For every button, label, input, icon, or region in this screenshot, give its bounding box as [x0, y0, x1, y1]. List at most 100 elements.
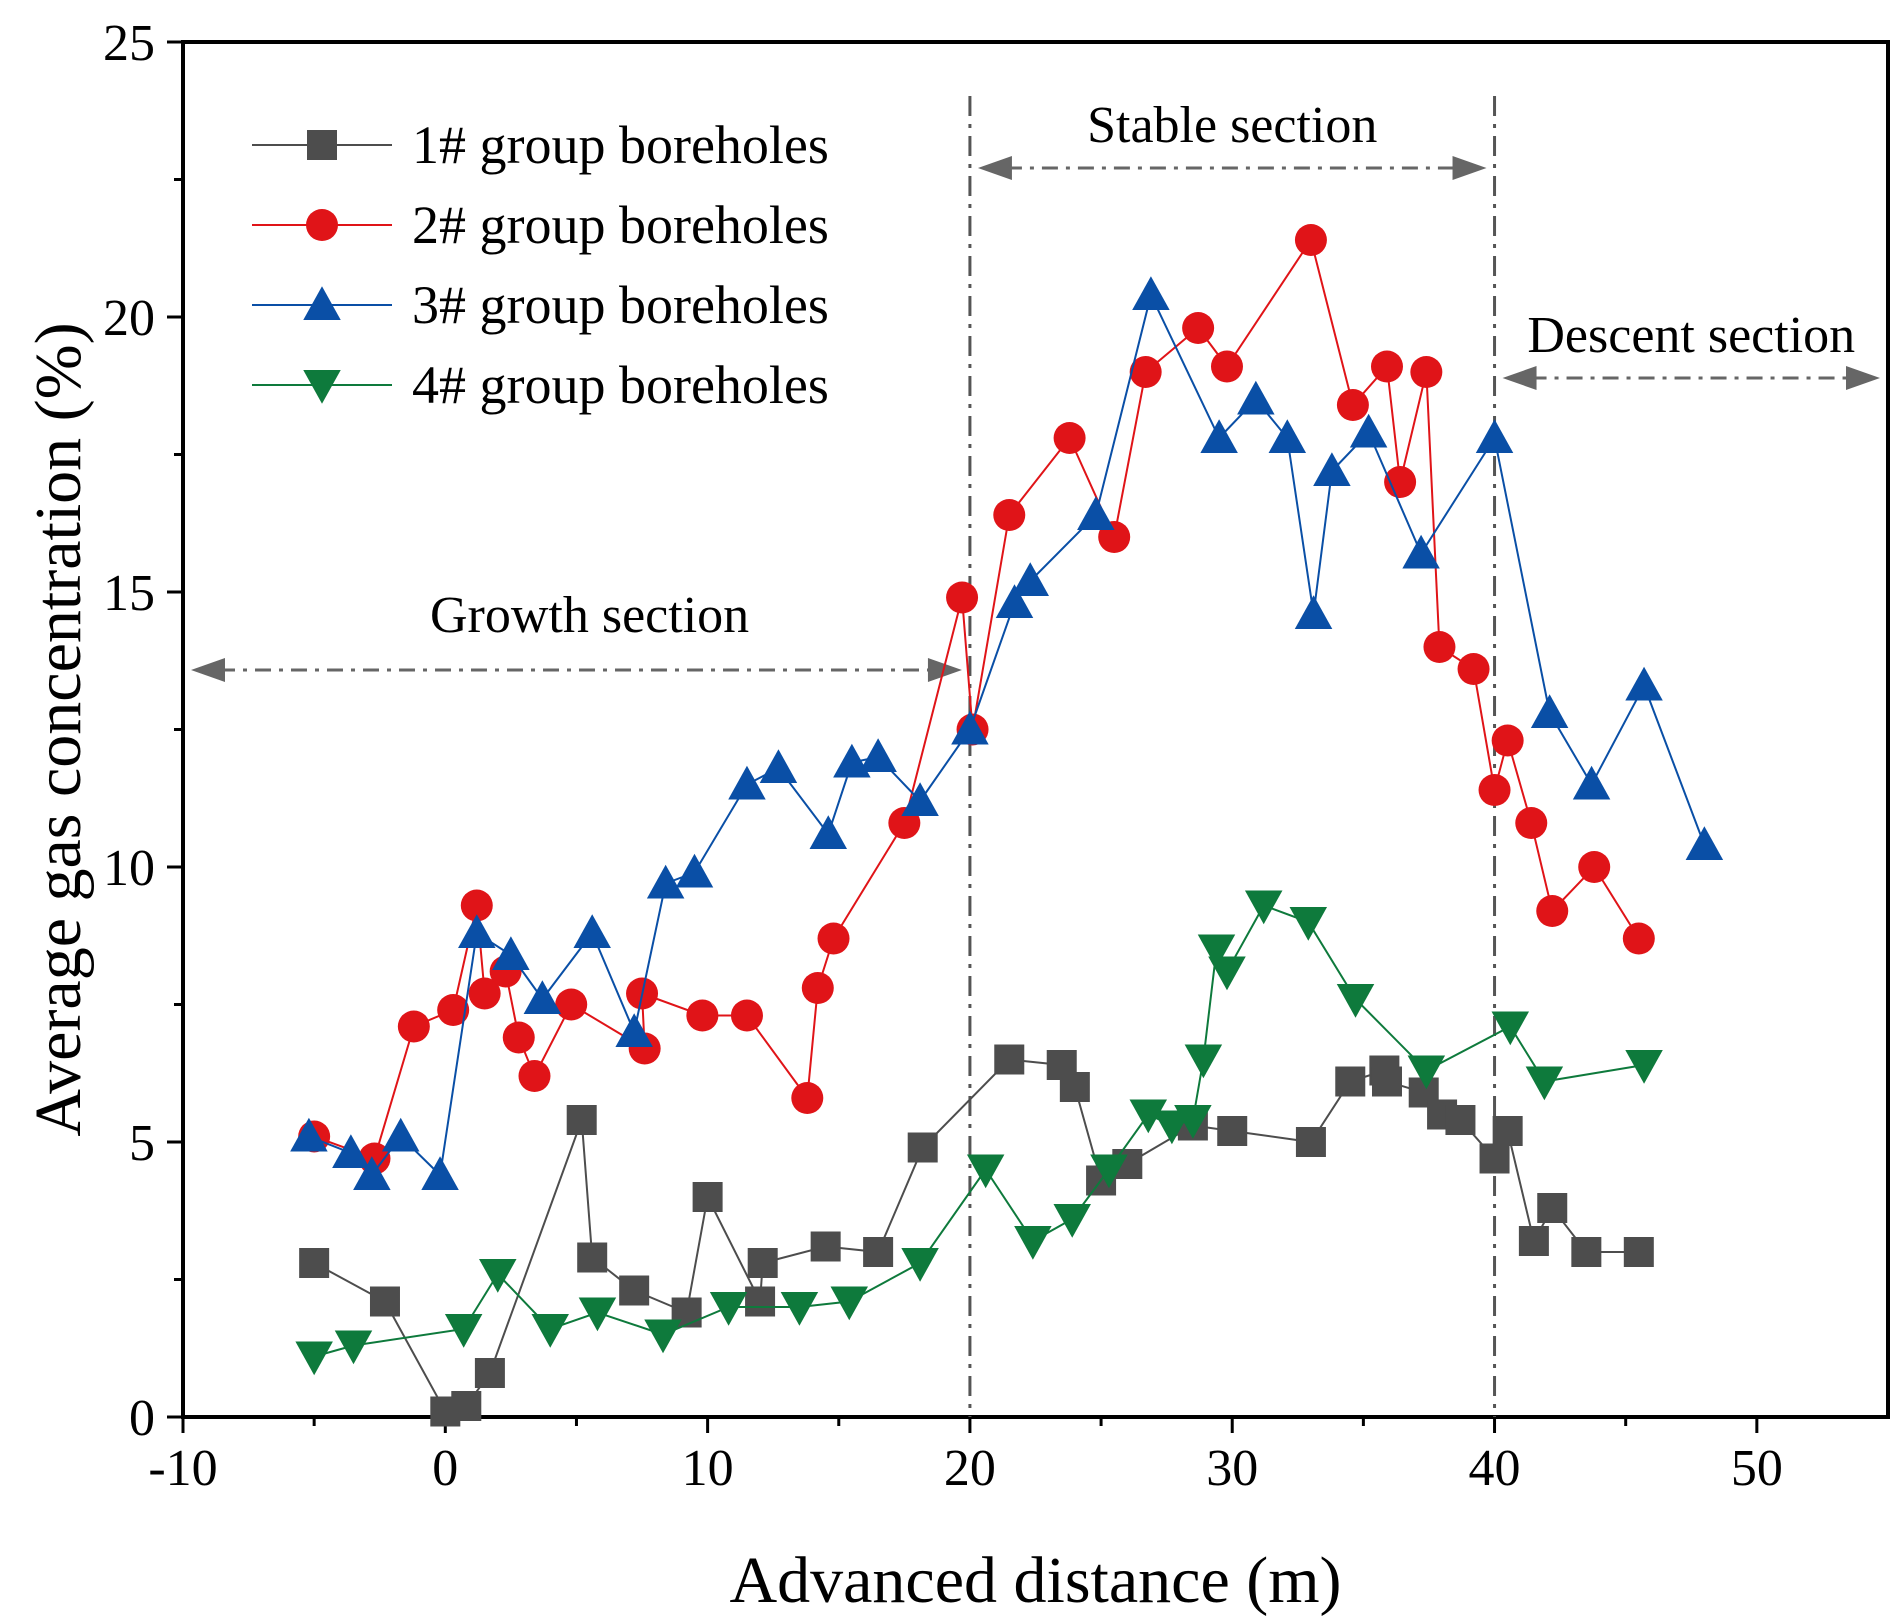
- data-point: [830, 1286, 869, 1321]
- data-point: [1410, 356, 1443, 388]
- data-point: [303, 370, 341, 404]
- data-point: [1518, 1226, 1549, 1256]
- y-tick-label: 20: [103, 290, 155, 347]
- data-point: [1530, 694, 1569, 728]
- data-point: [1295, 1127, 1326, 1157]
- data-point: [1294, 224, 1327, 256]
- data-point: [1053, 1204, 1091, 1238]
- data-point: [295, 1341, 333, 1376]
- x-tick-label: -10: [148, 1440, 217, 1497]
- section-arrow-left-head: [1502, 366, 1537, 390]
- data-point: [1197, 934, 1236, 969]
- data-point: [1336, 984, 1375, 1018]
- data-point: [951, 710, 989, 745]
- data-point: [299, 1248, 330, 1278]
- data-point: [1129, 1099, 1168, 1134]
- data-point: [468, 977, 501, 1010]
- legend-label: 2# group boreholes: [412, 195, 829, 255]
- data-point: [451, 1391, 482, 1421]
- section-arrow-left-head: [191, 658, 225, 682]
- data-point: [1184, 1044, 1223, 1079]
- data-point: [1053, 422, 1086, 454]
- data-point: [1182, 312, 1215, 344]
- data-point: [1402, 534, 1440, 569]
- data-point: [730, 999, 763, 1032]
- data-point: [1174, 1105, 1212, 1139]
- data-point: [994, 1044, 1025, 1075]
- data-point: [353, 1156, 391, 1190]
- data-point: [946, 581, 979, 614]
- legend-item: 3# group boreholes: [252, 275, 829, 335]
- data-point: [334, 1330, 373, 1365]
- data-point: [1014, 1226, 1052, 1260]
- y-tick-label: 15: [103, 565, 155, 622]
- data-point: [1384, 466, 1417, 498]
- data-point: [479, 1259, 517, 1293]
- section-annotation: Growth section: [191, 587, 962, 682]
- data-point: [1623, 1237, 1654, 1267]
- y-axis-title: Average gas concentration (%): [22, 322, 95, 1136]
- vertical-divider-lines: [968, 96, 1497, 1417]
- data-point: [460, 889, 493, 922]
- data-point: [1622, 922, 1655, 955]
- data-point: [1407, 1055, 1446, 1090]
- data-point: [791, 1082, 824, 1114]
- data-point: [709, 1292, 748, 1326]
- data-point: [332, 1134, 370, 1168]
- data-point: [1313, 452, 1351, 486]
- data-point: [437, 994, 470, 1026]
- data-point: [369, 1286, 400, 1317]
- data-point: [692, 1182, 723, 1212]
- section-arrow-right-head: [1452, 156, 1487, 180]
- data-point: [290, 1117, 328, 1152]
- data-point: [646, 864, 685, 899]
- data-point: [1011, 562, 1050, 596]
- data-point: [1625, 1050, 1663, 1084]
- legend: 1# group boreholes 2# group boreholes 3# g…: [252, 115, 829, 415]
- data-point: [993, 499, 1026, 531]
- section-arrow-left-head: [977, 156, 1012, 180]
- data-point: [1335, 1066, 1366, 1097]
- data-point: [458, 914, 496, 948]
- data-point: [1336, 389, 1369, 421]
- section-label: Descent section: [1527, 307, 1855, 364]
- data-point: [859, 738, 897, 772]
- data-point: [759, 749, 798, 783]
- data-point: [577, 1242, 608, 1273]
- data-point: [555, 988, 588, 1021]
- data-point: [863, 1237, 894, 1267]
- data-point: [1217, 1116, 1248, 1146]
- section-annotation: Stable section: [977, 97, 1487, 180]
- data-point: [901, 1248, 939, 1282]
- data-point: [1445, 1105, 1476, 1135]
- data-point: [566, 1105, 597, 1135]
- data-point: [1371, 1066, 1402, 1097]
- data-point: [518, 1060, 551, 1092]
- data-point: [531, 1314, 569, 1348]
- data-point: [1268, 419, 1307, 453]
- data-point: [1059, 1072, 1090, 1102]
- data-point: [1153, 1110, 1191, 1145]
- series-1: [299, 1044, 1654, 1427]
- data-point: [801, 972, 834, 1004]
- section-arrow-right-head: [1846, 366, 1880, 390]
- section-arrow-right-head: [927, 658, 962, 682]
- x-tick-label: 40: [1469, 1440, 1521, 1497]
- series-3: [290, 276, 1724, 1190]
- x-tick-label: 30: [1206, 1440, 1258, 1497]
- data-point: [728, 765, 766, 800]
- data-point: [1237, 380, 1275, 415]
- data-point: [303, 286, 341, 320]
- data-point: [492, 936, 530, 970]
- data-point: [474, 1358, 505, 1388]
- data-point: [1244, 890, 1283, 925]
- x-tick-label: 10: [682, 1440, 734, 1497]
- data-point: [1491, 724, 1524, 757]
- y-tick-label: 5: [129, 1115, 155, 1172]
- data-point: [745, 1286, 776, 1317]
- data-point: [1492, 1116, 1523, 1146]
- data-point: [1571, 1237, 1602, 1267]
- data-point: [1090, 1154, 1128, 1189]
